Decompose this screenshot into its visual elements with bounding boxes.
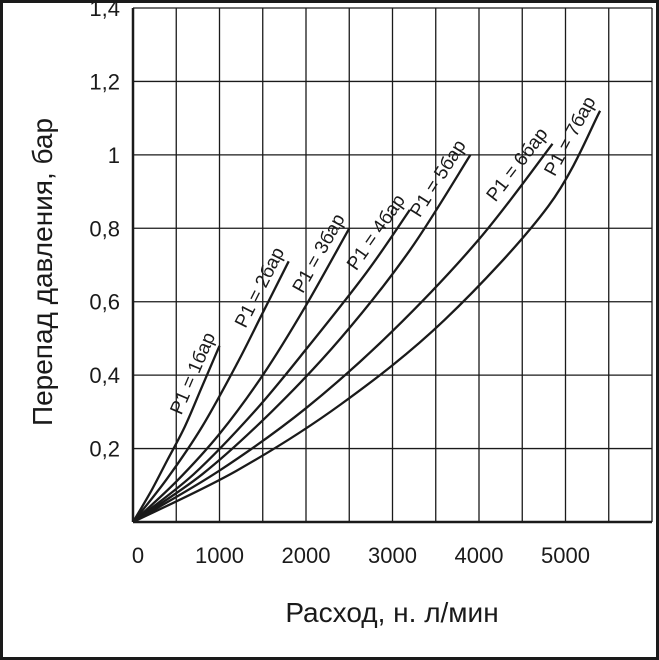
tick-labels: 0 1000 2000 3000 4000 5000 0,2 0,4 0,6 0,8 1 1,2 1,4: [89, 0, 590, 568]
curve-series-3: [132, 227, 351, 523]
curve-label-4: P1 = 4бар: [343, 191, 410, 275]
x-tick-label: 5000: [541, 543, 590, 568]
y-tick-label: 1,2: [89, 69, 120, 94]
y-tick-label: 0,6: [89, 290, 120, 315]
axes: [131, 8, 652, 524]
curve-series-7: [132, 110, 602, 524]
x-tick-label: 2000: [282, 543, 331, 568]
curve-series-4: [132, 209, 411, 523]
curves: [132, 110, 602, 524]
x-tick-label: 1000: [195, 543, 244, 568]
y-tick-label: 1,4: [89, 0, 120, 21]
y-tick-label: 1: [108, 143, 120, 168]
curve-series-5: [132, 154, 472, 523]
curve-series-2: [132, 260, 290, 523]
x-tick-label: 3000: [368, 543, 417, 568]
y-tick-label: 0,2: [89, 437, 120, 462]
grid: [133, 7, 653, 522]
y-tick-label: 0,4: [89, 363, 120, 388]
y-axis-title: Перепад давления, бар: [27, 118, 58, 426]
curve-series-6: [132, 143, 554, 523]
x-axis-title: Расход, н. л/мин: [285, 597, 498, 628]
curve-series-1: [132, 345, 221, 523]
y-tick-label: 0,8: [89, 216, 120, 241]
x-tick-label: 0: [132, 543, 144, 568]
x-tick-label: 4000: [455, 543, 504, 568]
